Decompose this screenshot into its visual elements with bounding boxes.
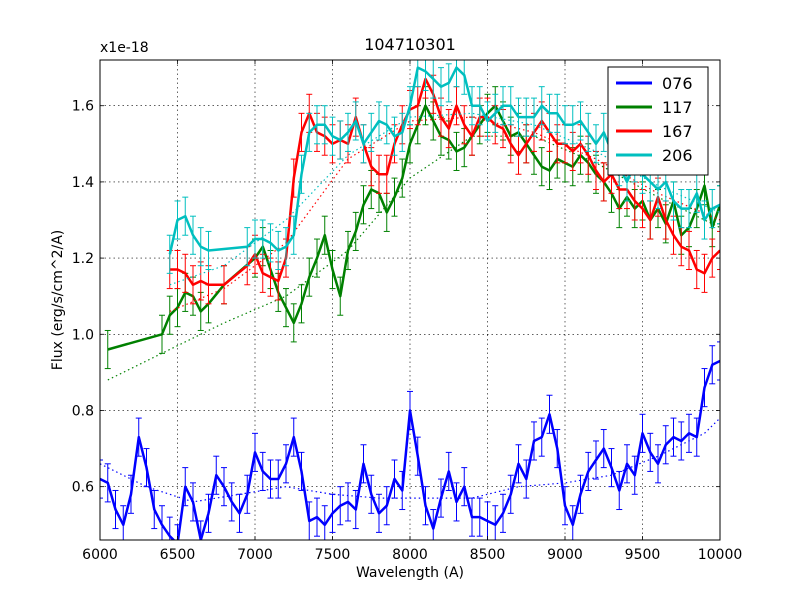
legend-box [607,66,709,176]
legend: 076 117 167 206 [607,66,709,176]
y-tick-label: 1.2 [72,251,94,267]
x-tick-label: 10000 [698,547,743,563]
legend-label-167: 167 [662,122,693,141]
x-tick-label: 7000 [237,547,273,563]
x-tick-label: 7500 [315,547,351,563]
series-line-167 [169,77,720,287]
legend-label-206: 206 [662,146,693,165]
y-tick-label: 1.6 [72,99,94,115]
chart-title: 104710301 [364,35,456,54]
x-tick-label: 6000 [82,547,118,563]
y-tick-label: 1.4 [72,175,94,191]
x-tick-label: 6500 [160,547,196,563]
x-tick-label: 8500 [470,547,506,563]
y-tick-label: 1.0 [72,327,94,343]
x-tick-label: 8000 [392,547,428,563]
series-line-117 [107,104,720,351]
legend-label-076: 076 [662,74,693,93]
model-line-117 [107,135,720,381]
x-tick-label: 9500 [625,547,661,563]
legend-label-117: 117 [662,98,693,117]
y-axis-label: Flux (erg/s/cm^2/A) [50,230,66,370]
x-tick-label: 9000 [547,547,583,563]
y-tick-label: 0.8 [72,403,94,419]
series-line-076 [100,359,720,540]
plot-area [100,60,720,540]
axis-ticks: 6000 6500 7000 7500 8000 8500 9000 9500 10000 0.6… [72,60,743,563]
y-multiplier-label: x1e-18 [100,40,149,56]
y-tick-label: 0.6 [72,480,94,496]
x-axis-label: Wavelength (A) [356,565,464,581]
